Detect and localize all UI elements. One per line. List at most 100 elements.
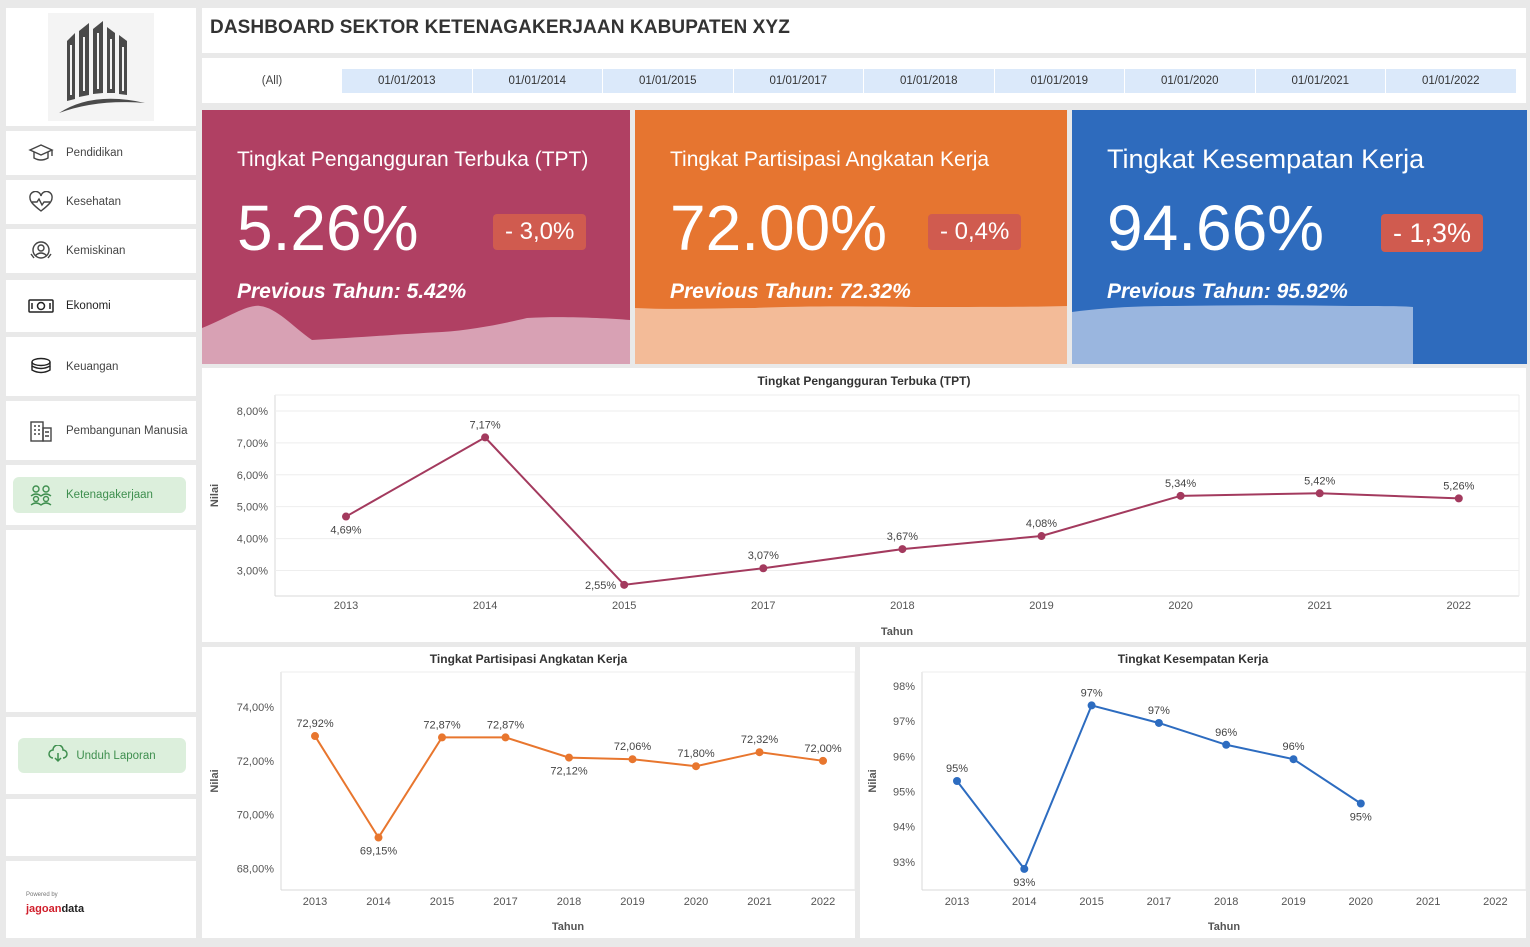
kpi-title: Tingkat Kesempatan Kerja — [1107, 144, 1425, 174]
y-axis-title: Nilai — [867, 769, 879, 792]
x-tick-label: 2017 — [751, 600, 775, 612]
sidebar-item-label: Ketenagakerjaan — [66, 489, 153, 501]
x-axis-title: Tahun — [552, 921, 584, 933]
data-point — [374, 833, 383, 842]
sidebar-item-kesehatan[interactable]: Kesehatan — [6, 180, 196, 224]
poverty-icon — [28, 240, 62, 262]
filter-date-option[interactable]: 01/01/2021 — [1255, 69, 1385, 93]
sidebar-item-ekonomi[interactable]: Ekonomi — [6, 280, 196, 332]
sparkline-area — [635, 306, 1067, 364]
y-tick-label: 5,00% — [237, 502, 268, 514]
kpi-sparkline — [202, 305, 630, 364]
data-point — [501, 733, 510, 742]
x-tick-label: 2021 — [1416, 896, 1440, 908]
y-tick-label: 94% — [893, 822, 915, 834]
filter-date-option[interactable]: 01/01/2013 — [342, 69, 472, 93]
data-point — [755, 748, 764, 757]
data-label: 72,87% — [487, 719, 525, 731]
data-label: 72,12% — [550, 766, 588, 778]
data-label: 96% — [1282, 741, 1304, 753]
data-label: 93% — [1013, 877, 1035, 889]
x-tick-label: 2014 — [473, 600, 497, 612]
sidebar-item-label: Pendidikan — [66, 147, 123, 159]
filter-date-option[interactable]: 01/01/2018 — [864, 69, 994, 93]
filter-all-option[interactable]: (All) — [261, 75, 283, 87]
kpi-previous: Previous Tahun: 72.32% — [670, 280, 911, 303]
sidebar-item-label: Pembangunan Manusia — [66, 424, 188, 437]
data-label: 5,34% — [1165, 478, 1196, 490]
page-title: DASHBOARD SEKTOR KETENAGAKERJAAN KABUPAT… — [210, 17, 790, 38]
x-tick-label: 2014 — [366, 896, 390, 908]
banknote-icon — [28, 295, 62, 317]
y-tick-label: 98% — [893, 681, 915, 693]
sidebar-item-pendidikan[interactable]: Pendidikan — [6, 131, 196, 175]
coins-icon — [28, 356, 62, 378]
tkk-line-chart: 93% 94% 95% 96% 97% 98% 2013 2014 2015 2017 2018 20… — [867, 671, 1527, 933]
sparkline-area — [202, 305, 630, 364]
sparkline-area — [1072, 305, 1413, 364]
chart-title: Tingkat Partisipasi Angkatan Kerja — [429, 652, 628, 666]
sidebar-item-kemiskinan[interactable]: Kemiskinan — [6, 229, 196, 273]
filter-date-option[interactable]: 01/01/2014 — [472, 69, 602, 93]
data-point — [1315, 489, 1324, 498]
data-point — [1176, 491, 1185, 500]
data-label: 71,80% — [677, 748, 715, 760]
x-tick-label: 2020 — [1349, 896, 1373, 908]
x-tick-label: 2021 — [1307, 600, 1331, 612]
x-tick-label: 2022 — [1447, 600, 1471, 612]
sidebar-item-pembangunan-manusia[interactable]: Pembangunan Manusia — [6, 401, 196, 460]
y-tick-label: 72,00% — [237, 756, 275, 768]
powered-by-label: Powered by — [26, 892, 58, 898]
data-label: 72,92% — [296, 718, 334, 730]
chart-tpak-panel: Tingkat Partisipasi Angkatan Kerja 68,00… — [202, 647, 856, 938]
x-tick-label: 2017 — [493, 896, 517, 908]
series-line — [314, 735, 824, 840]
download-report-button[interactable]: Unduh Laporan — [18, 738, 186, 773]
sidebar-item-keuangan[interactable]: Keuangan — [6, 337, 196, 396]
data-point — [565, 753, 573, 762]
filter-date-option[interactable]: 01/01/2020 — [1125, 69, 1255, 93]
x-tick-label: 2013 — [945, 896, 969, 908]
sidebar-item-label: Keuangan — [66, 360, 119, 373]
filter-date-option[interactable]: 01/01/2019 — [994, 69, 1124, 93]
sidebar-item-label: Ekonomi — [66, 300, 111, 312]
building-icon — [28, 419, 62, 443]
y-axis-title: Nilai — [209, 769, 221, 792]
graduation-cap-icon — [28, 142, 62, 164]
data-label: 5,42% — [1304, 475, 1335, 487]
data-point — [1289, 755, 1298, 764]
y-tick-label: 97% — [893, 716, 915, 728]
x-tick-label: 2013 — [303, 896, 327, 908]
kpi-value: 72.00% — [670, 192, 888, 264]
data-point — [1020, 864, 1029, 873]
data-label: 97% — [1081, 687, 1103, 699]
filter-date-option[interactable]: 01/01/2017 — [733, 69, 863, 93]
y-tick-label: 68,00% — [237, 863, 275, 875]
data-point — [620, 580, 629, 589]
kpi-value: 94.66% — [1107, 192, 1325, 264]
logo-panel — [6, 8, 196, 126]
heart-pulse-icon — [28, 191, 62, 213]
x-tick-label: 2022 — [811, 896, 835, 908]
date-filter: (All) 01/01/2013 01/01/2014 01/01/2015 01/0… — [202, 58, 1526, 103]
x-axis-title: Tahun — [1208, 921, 1240, 933]
chart-title: Tingkat Pengangguran Terbuka (TPT) — [757, 374, 971, 388]
data-label: 96% — [1215, 727, 1237, 739]
data-label: 72,32% — [741, 734, 779, 746]
brand-logo: jagoandata — [26, 903, 85, 915]
sidebar-empty — [6, 799, 196, 856]
y-tick-label: 4,00% — [237, 534, 268, 546]
cloud-download-icon — [48, 744, 69, 766]
data-point — [1037, 532, 1046, 541]
data-label: 3,07% — [748, 550, 779, 562]
data-label: 69,15% — [360, 846, 398, 858]
filter-date-option[interactable]: 01/01/2022 — [1386, 69, 1516, 93]
header: DASHBOARD SEKTOR KETENAGAKERJAAN KABUPAT… — [202, 8, 1526, 53]
x-tick-label: 2014 — [1012, 896, 1036, 908]
kpi-sparkline — [1072, 305, 1413, 364]
filter-date-option[interactable]: 01/01/2015 — [603, 69, 733, 93]
kpi-card-tpt: Tingkat Pengangguran Terbuka (TPT) 5.26%… — [202, 110, 630, 364]
sidebar-item-ketenagakerjaan[interactable]: Ketenagakerjaan — [6, 465, 196, 525]
x-axis-title: Tahun — [881, 626, 913, 638]
sidebar-spacer — [6, 530, 196, 712]
